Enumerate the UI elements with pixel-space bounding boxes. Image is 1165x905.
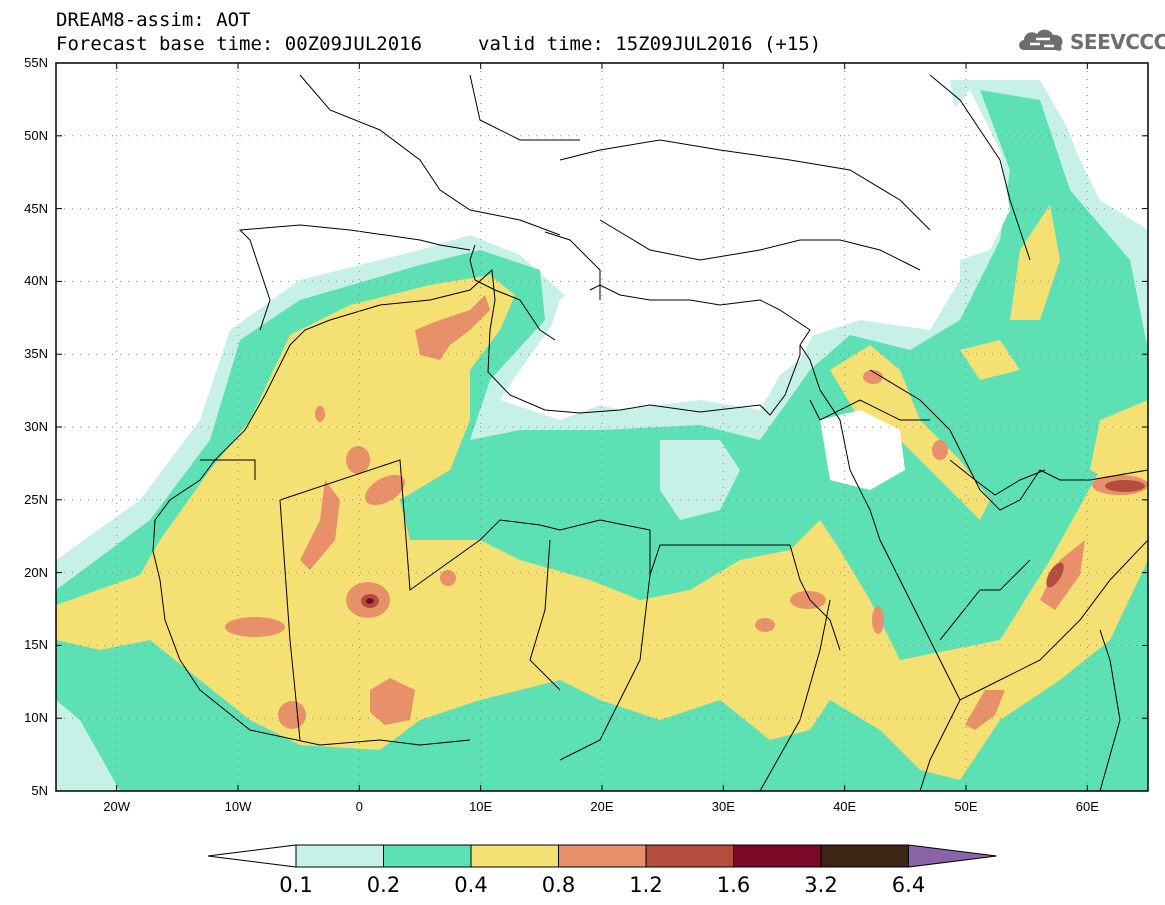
lat-tick-label: 40N	[24, 273, 48, 289]
axis-ticks	[56, 62, 1148, 792]
lat-tick-label: 15N	[24, 637, 48, 653]
lon-tick-label: 30E	[711, 799, 735, 814]
lat-tick-label: 35N	[24, 346, 48, 362]
forecast-base-time: Forecast base time: 00Z09JUL2016	[56, 33, 423, 55]
colorbar-segment	[820, 844, 909, 868]
lon-tick-label: 40E	[833, 799, 857, 814]
lon-tick-label: 60E	[1075, 799, 1099, 814]
logo-text: SEEVCCC	[1070, 30, 1165, 54]
cloud-logo-icon	[1019, 29, 1063, 51]
colorbar-segment	[558, 844, 647, 868]
colorbar-label: 0.8	[541, 873, 576, 897]
colorbar-segment	[733, 844, 822, 868]
lat-tick-label: 30N	[24, 419, 48, 434]
colorbar-under-triangle	[207, 844, 297, 868]
lon-tick-label: 20W	[103, 799, 131, 814]
valid-time: valid time: 15Z09JUL2016 (+15)	[478, 33, 822, 55]
lon-tick-label: 20E	[590, 799, 614, 814]
colorbar-label: 1.2	[629, 873, 663, 897]
lat-tick-label: 10N	[24, 710, 48, 726]
colorbar-label: 6.4	[891, 873, 926, 897]
lon-tick-label: 10W	[224, 799, 252, 814]
lat-tick-label: 50N	[24, 127, 48, 143]
colorbar-over-triangle	[908, 844, 997, 868]
colorbar-label: 0.4	[454, 873, 488, 897]
lat-tick-label: 20N	[24, 564, 48, 580]
colorbar-label: 1.6	[716, 873, 751, 897]
colorbar-segment	[383, 844, 472, 868]
lon-tick-label: 0	[355, 799, 363, 814]
seevccc-logo: SEEVCCC	[1016, 24, 1165, 60]
aot-field	[56, 80, 1148, 791]
map-title: DREAM8-assim: AOT	[56, 9, 251, 31]
lat-tick-label: 25N	[24, 491, 48, 507]
colorbar-segment	[645, 844, 734, 868]
colorbar-label: 0.2	[366, 873, 401, 897]
colorbar-segment	[470, 844, 559, 868]
colorbar-label: 3.2	[804, 873, 838, 897]
colorbar-segment	[295, 844, 384, 868]
colorbar-label: 0.1	[279, 873, 313, 897]
lat-tick-label: 55N	[24, 55, 48, 70]
coastlines	[152, 74, 1148, 791]
lon-tick-label: 10E	[469, 799, 493, 814]
lat-tick-label: 5N	[31, 783, 48, 798]
lon-tick-label: 50E	[954, 799, 978, 814]
lat-tick-label: 45N	[24, 200, 48, 216]
